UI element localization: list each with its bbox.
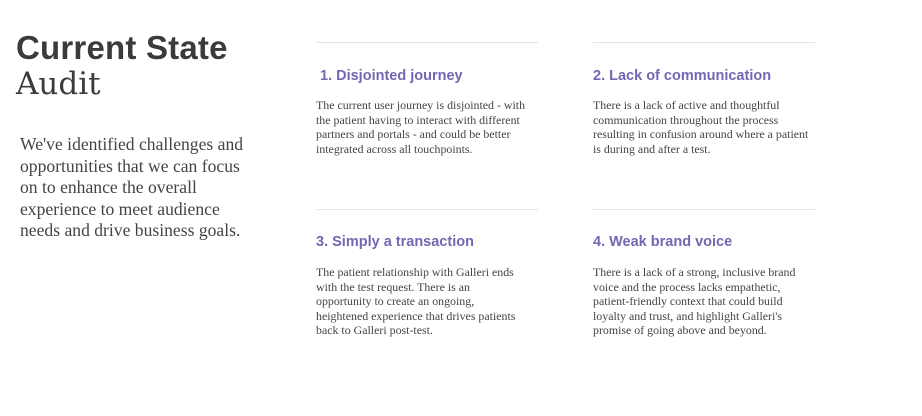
audit-card-simply-a-transaction: 3. Simply a transaction The patient rela… — [316, 209, 538, 349]
card-heading: 1. Disjointed journey — [320, 68, 463, 84]
audit-card-disjointed-journey: 1. Disjointed journey The current user j… — [316, 42, 538, 182]
card-divider — [316, 42, 538, 43]
card-divider — [593, 209, 815, 210]
page-title-light: Audit — [16, 66, 101, 102]
page-title-bold: Current State — [16, 29, 228, 66]
intro-text: We've identified challenges and opportun… — [20, 134, 244, 240]
card-body: There is a lack of a strong, inclusive b… — [593, 265, 796, 338]
card-heading: 3. Simply a transaction — [316, 234, 474, 250]
card-divider — [316, 209, 538, 210]
card-body: There is a lack of active and thoughtful… — [593, 98, 809, 156]
audit-card-lack-of-communication: 2. Lack of communication There is a lack… — [593, 42, 815, 182]
card-heading: 4. Weak brand voice — [593, 234, 733, 250]
audit-card-weak-brand-voice: 4. Weak brand voice There is a lack of a… — [593, 209, 815, 359]
card-divider — [593, 42, 815, 43]
card-body: The patient relationship with Galleri en… — [316, 265, 516, 338]
card-heading: 2. Lack of communication — [593, 68, 772, 84]
card-body: The current user journey is disjointed -… — [316, 98, 526, 156]
